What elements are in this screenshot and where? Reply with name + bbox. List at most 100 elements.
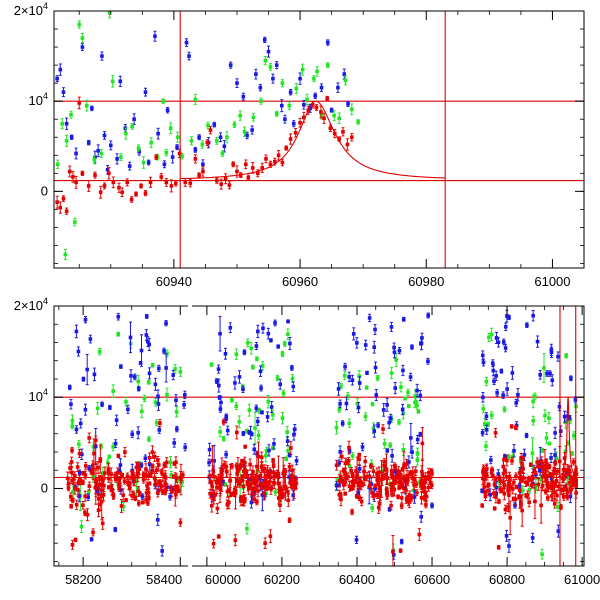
bottom-red-point-s1-149 [259,451,264,463]
bottom-red-point-s3-41 [520,494,524,527]
bottom-blue-point-s1-1 [223,347,228,360]
bottom-blue-point-s3-37 [495,388,499,397]
bottom-red-point-s1-133 [214,475,219,488]
bottom-green-point-s0-12 [116,331,120,337]
bottom-red-point-s3-168 [544,470,549,482]
bottom-red-point-s2-20 [340,450,344,463]
bottom-red-point-s0-71 [65,471,70,486]
top-red-point-18 [129,196,134,203]
bottom-blue-point-s3-55 [562,410,567,423]
bottom-red-point-s0-131 [137,500,141,507]
bottom-blue-point-s2-21 [354,535,359,544]
top-red-point-21 [143,190,148,197]
bottom-red-point-s1-115 [224,461,228,472]
bottom-red-point-s1-105 [256,484,260,498]
bottom-blue-point-s2-58 [360,442,365,452]
bottom-red-point-s3-22 [528,462,533,467]
bottom-red-point-s0-148 [141,475,146,484]
bottom-red-point-s0-158 [73,471,77,481]
top-blue-point-27 [170,150,175,164]
bottom-green-point-s2-0 [388,442,392,449]
bottom-red-point-s0-92 [160,488,165,495]
bottom-red-point-s0-150 [97,479,101,491]
bottom-red-point-s0-136 [144,488,149,497]
bottom-blue-point-s3-27 [535,335,540,348]
bottom-red-point-s3-142 [514,425,518,431]
top-red-point-7 [77,96,82,110]
bottom-blue-point-s2-9 [373,324,377,335]
top-green-point-28 [220,150,225,157]
bottom-green-point-s3-9 [544,432,549,444]
bottom-red-point-s0-146 [144,496,148,504]
bottom-blue-point-s1-71 [218,405,223,413]
bottom-red-point-s1-7 [209,498,214,513]
bottom-blue-point-s0-26 [78,418,83,429]
top-blue-point-21 [143,87,148,97]
top-blue-point-39 [235,78,239,89]
bottom-blue-point-s2-2 [393,381,398,395]
top-blue-point-38 [228,61,233,69]
bottom-red-point-s0-82 [124,497,128,503]
top-green-point-25 [200,140,205,149]
bottom-red-point-s2-1 [399,502,404,510]
top-blue-point-28 [175,144,179,151]
bottom-blue-point-s3-57 [504,529,509,542]
bottom-green-point-s0-10 [79,520,84,533]
bottom-red-point-s3-9 [555,489,559,502]
bottom-blue-point-s1-43 [237,370,242,384]
bottom-blue-point-s0-55 [74,425,79,434]
bottom-red-point-s1-164 [259,461,264,474]
bottom-blue-point-s3-7 [516,388,520,402]
bottom-blue-point-s1-33 [218,315,222,352]
bottom-red-point-s0-25 [70,539,75,550]
bottom-blue-point-s1-18 [258,365,263,377]
bottom-red-point-s2-166 [408,495,412,504]
top-red-point-68 [345,138,350,151]
bottom-blue-point-s3-36 [484,424,489,435]
bottom-red-point-s3-163 [543,488,548,495]
bottom-red-point-s3-23 [497,498,501,505]
bottom-blue-point-s2-53 [412,490,417,504]
bottom-blue-point-s1-26 [267,444,271,457]
bottom-blue-point-s0-23 [182,400,186,409]
top-red-point-67 [341,127,345,137]
bottom-red-point-s2-121 [420,459,425,490]
top-blue-point-18 [127,161,132,171]
bottom-red-point-s0-100 [147,481,152,486]
bottom-red-point-s2-134 [346,456,351,465]
bottom-green-point-s0-20 [153,397,158,407]
bottom-blue-point-s0-24 [113,526,118,533]
bottom-red-point-s1-148 [217,480,222,485]
bottom-panel-full-lightcurve: 58200 58400 60000 60200 60400 60600 60800 61000… [14,296,600,587]
bottom-red-point-s3-39 [533,483,537,519]
top-red-point-59 [310,101,315,109]
bottom-green-point-s3-0 [520,485,525,495]
bottom-red-point-s2-110 [360,481,365,488]
bottom-blue-point-s3-64 [501,391,505,399]
bottom-red-point-s3-64 [547,463,552,470]
top-red-point-35 [208,125,213,135]
bottom-red-point-s1-167 [263,537,267,549]
bottom-red-point-s3-141 [529,481,534,489]
bottom-blue-point-s1-64 [276,344,280,349]
top-red-point-1 [58,201,63,214]
bottom-red-point-s0-109 [140,500,145,505]
top-red-point-62 [322,112,326,124]
top-blue-point-30 [187,51,191,61]
top-xtick-label-0: 60940 [156,274,192,289]
bottom-blue-point-s0-64 [83,403,88,416]
bottom-red-point-s2-161 [375,467,379,480]
bottom-blue-point-s0-48 [129,369,133,383]
bottom-red-point-s0-162 [174,456,178,469]
bottom-red-point-s3-148 [514,484,519,490]
bottom-red-point-s1-165 [260,485,264,490]
bottom-blue-point-s2-39 [367,313,372,323]
bottom-green-point-s2-15 [389,367,394,380]
bottom-green-point-s3-3 [531,415,536,426]
top-model-curve [180,100,446,180]
bottom-red-point-s0-80 [147,452,152,464]
top-blue-point-47 [271,73,275,84]
bottom-blue-point-s3-34 [549,452,553,464]
bottom-blue-point-s3-16 [556,351,560,362]
bottom-red-point-s1-129 [239,462,243,468]
